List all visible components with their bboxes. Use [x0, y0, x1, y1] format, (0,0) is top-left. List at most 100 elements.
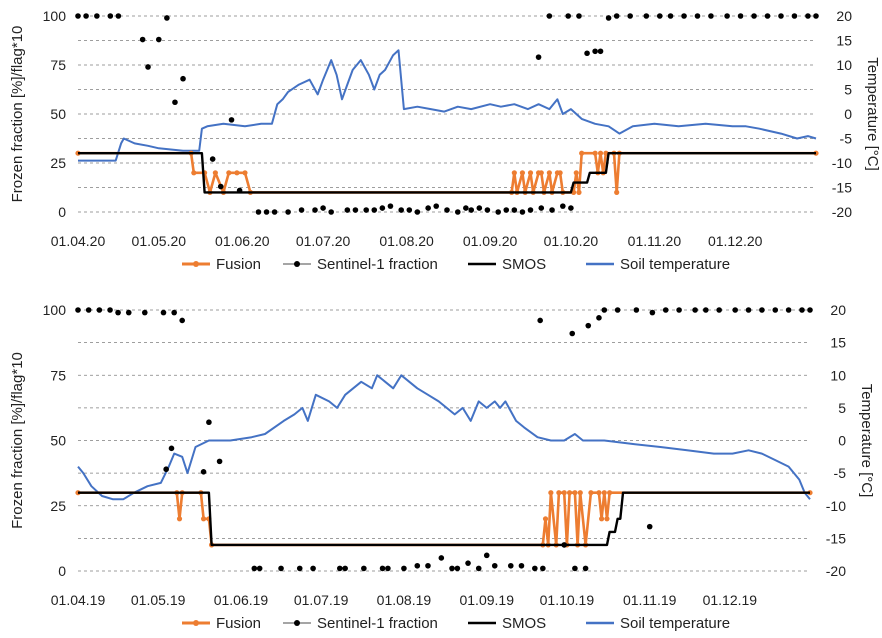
- y-tick-label: 25: [50, 155, 66, 171]
- data-point-sentinel-1-fraction: [171, 309, 177, 316]
- data-point-sentinel-1-fraction: [433, 203, 440, 209]
- y2-axis-title: Temperature [°C]: [864, 57, 881, 171]
- data-point-sentinel-1-fraction: [156, 36, 162, 43]
- y2-tick-label: 20: [830, 302, 846, 318]
- data-point-sentinel-1-fraction: [425, 205, 431, 211]
- data-point-sentinel-1-fraction: [569, 330, 576, 337]
- data-point-sentinel-1-fraction: [676, 307, 682, 313]
- data-point-sentinel-1-fraction: [576, 13, 582, 19]
- data-point-sentinel-1-fraction: [633, 307, 640, 313]
- data-point-sentinel-1-fraction: [463, 205, 469, 211]
- x-tick-label: 01.06.20: [215, 233, 270, 249]
- data-point-sentinel-1-fraction: [414, 562, 421, 569]
- data-point-sentinel-1-fraction: [363, 207, 369, 213]
- data-point-sentinel-1-fraction: [507, 562, 514, 569]
- data-point-sentinel-1-fraction: [320, 205, 326, 211]
- y-axis-title: Frozen fraction [%]/flag*10: [9, 26, 26, 203]
- data-point-sentinel-1-fraction: [565, 13, 572, 19]
- data-point-sentinel-1-fraction: [454, 565, 461, 572]
- legend-label-sentinel-1-fraction: Sentinel-1 fraction: [317, 615, 438, 632]
- series-line-smos: [78, 151, 816, 194]
- data-point-sentinel-1-fraction: [584, 50, 590, 57]
- data-point-sentinel-1-fraction: [256, 565, 263, 572]
- data-point-sentinel-1-fraction: [438, 555, 445, 561]
- data-point-sentinel-1-fraction: [597, 48, 604, 55]
- data-point-fusion: [601, 490, 607, 496]
- data-point-sentinel-1-fraction: [643, 13, 650, 19]
- data-point-sentinel-1-fraction: [585, 322, 592, 329]
- data-point-sentinel-1-fraction: [703, 307, 709, 313]
- data-point-sentinel-1-fraction: [139, 36, 146, 43]
- data-point-sentinel-1-fraction: [627, 13, 633, 19]
- data-point-sentinel-1-fraction: [75, 307, 81, 313]
- data-point-fusion: [576, 189, 582, 195]
- data-point-sentinel-1-fraction: [398, 207, 405, 213]
- data-point-sentinel-1-fraction: [379, 565, 386, 572]
- data-point-fusion: [599, 516, 605, 522]
- data-point-sentinel-1-fraction: [449, 565, 455, 572]
- x-tick-label: 01.08.20: [379, 233, 434, 249]
- x-tick-label: 01.08.19: [377, 592, 432, 608]
- x-tick-label: 01.10.20: [544, 233, 599, 249]
- data-point-sentinel-1-fraction: [271, 209, 278, 215]
- data-point-sentinel-1-fraction: [180, 75, 186, 82]
- data-point-sentinel-1-fraction: [371, 207, 378, 213]
- data-point-sentinel-1-fraction: [614, 307, 621, 313]
- data-point-sentinel-1-fraction: [379, 205, 386, 211]
- y2-tick-label: -20: [826, 563, 846, 579]
- legend-marker-fusion: [193, 261, 199, 267]
- y2-tick-label: -5: [840, 131, 853, 147]
- y-axis-title: Frozen fraction [%]/flag*10: [9, 352, 26, 529]
- data-point-sentinel-1-fraction: [538, 205, 545, 211]
- data-point-sentinel-1-fraction: [200, 469, 207, 475]
- data-point-sentinel-1-fraction: [527, 207, 534, 213]
- data-point-sentinel-1-fraction: [406, 207, 413, 213]
- data-point-sentinel-1-fraction: [708, 13, 714, 19]
- data-point-sentinel-1-fraction: [764, 13, 771, 19]
- legend-marker-fusion: [193, 620, 199, 626]
- data-point-sentinel-1-fraction: [535, 54, 542, 60]
- y2-tick-label: 5: [844, 82, 852, 98]
- y2-tick-label: -20: [832, 204, 852, 220]
- y-tick-label: 50: [50, 106, 66, 122]
- series-line-fusion: [78, 151, 816, 194]
- data-point-sentinel-1-fraction: [454, 209, 461, 215]
- data-point-sentinel-1-fraction: [560, 203, 566, 209]
- data-point-fusion: [191, 170, 197, 176]
- x-tick-label: 01.07.19: [294, 592, 349, 608]
- data-point-sentinel-1-fraction: [298, 207, 305, 213]
- data-point-sentinel-1-fraction: [179, 317, 185, 324]
- data-point-fusion: [557, 170, 563, 176]
- data-point-sentinel-1-fraction: [807, 307, 813, 313]
- data-point-sentinel-1-fraction: [483, 552, 490, 559]
- data-point-sentinel-1-fraction: [491, 562, 498, 569]
- series-line-fusion: [78, 491, 810, 547]
- data-point-sentinel-1-fraction: [172, 99, 178, 106]
- data-point-sentinel-1-fraction: [475, 565, 482, 572]
- data-point-sentinel-1-fraction: [107, 307, 113, 313]
- data-point-sentinel-1-fraction: [296, 565, 303, 572]
- y-tick-label: 0: [58, 204, 66, 220]
- data-point-sentinel-1-fraction: [163, 466, 169, 473]
- data-point-sentinel-1-fraction: [401, 565, 407, 572]
- data-point-sentinel-1-fraction: [263, 209, 270, 215]
- legend-marker-sentinel-1-fraction: [294, 261, 300, 267]
- data-point-sentinel-1-fraction: [495, 209, 501, 215]
- y-tick-label: 50: [50, 433, 66, 449]
- data-point-sentinel-1-fraction: [532, 565, 538, 572]
- legend-label-fusion: Fusion: [216, 256, 261, 273]
- data-point-sentinel-1-fraction: [601, 307, 608, 313]
- x-tick-label: 01.12.19: [703, 592, 758, 608]
- data-point-sentinel-1-fraction: [511, 207, 518, 213]
- y2-tick-label: 5: [838, 400, 846, 416]
- data-point-fusion: [588, 490, 594, 496]
- data-point-fusion: [577, 490, 583, 496]
- legend-label-sentinel-1-fraction: Sentinel-1 fraction: [317, 256, 438, 273]
- data-point-sentinel-1-fraction: [572, 565, 578, 572]
- data-point-sentinel-1-fraction: [344, 207, 351, 213]
- data-point-fusion: [176, 516, 183, 522]
- data-point-fusion: [548, 490, 554, 496]
- legend-label-soil-temperature: Soil temperature: [620, 256, 730, 273]
- data-point-fusion: [607, 490, 613, 496]
